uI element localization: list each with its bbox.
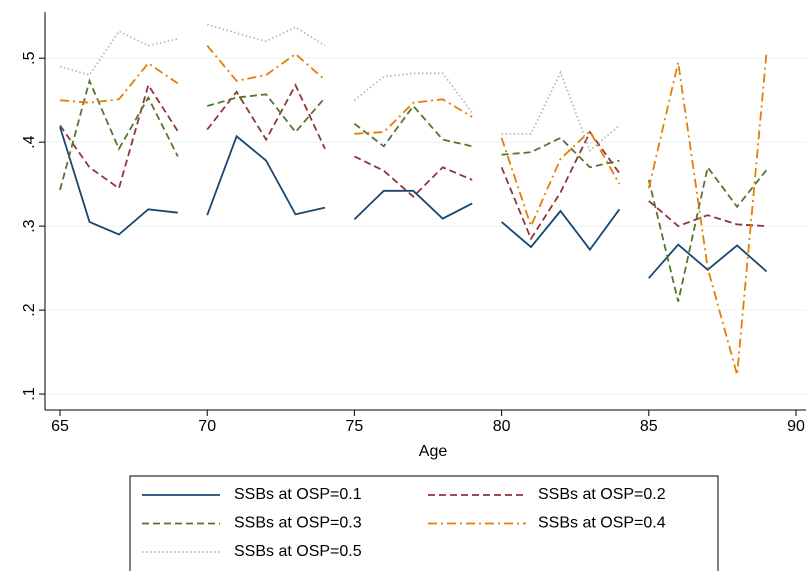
x-tick-label: 65	[51, 418, 69, 435]
series-line	[59, 23, 620, 153]
series-line	[59, 45, 768, 375]
legend-label: SSBs at OSP=0.1	[234, 486, 362, 503]
series-line	[59, 82, 767, 241]
legend-label: SSBs at OSP=0.5	[234, 543, 362, 560]
legend-label: SSBs at OSP=0.2	[538, 486, 666, 503]
x-tick-label: 90	[787, 418, 805, 435]
legend-label: SSBs at OSP=0.3	[234, 515, 362, 532]
y-tick-label: .4	[21, 135, 38, 148]
y-tick-label: .2	[21, 303, 38, 316]
series-line	[59, 78, 768, 302]
x-tick-label: 85	[640, 418, 658, 435]
x-tick-label: 75	[346, 418, 364, 435]
y-tick-label: .1	[21, 387, 38, 400]
legend-box	[129, 475, 719, 571]
y-tick-label: .5	[21, 51, 38, 64]
y-tick-label: .3	[21, 219, 38, 232]
series-line	[59, 126, 768, 279]
x-tick-label: 80	[493, 418, 511, 435]
x-axis-label: Age	[419, 443, 448, 460]
x-tick-label: 70	[198, 418, 216, 435]
legend-label: SSBs at OSP=0.4	[538, 515, 666, 532]
